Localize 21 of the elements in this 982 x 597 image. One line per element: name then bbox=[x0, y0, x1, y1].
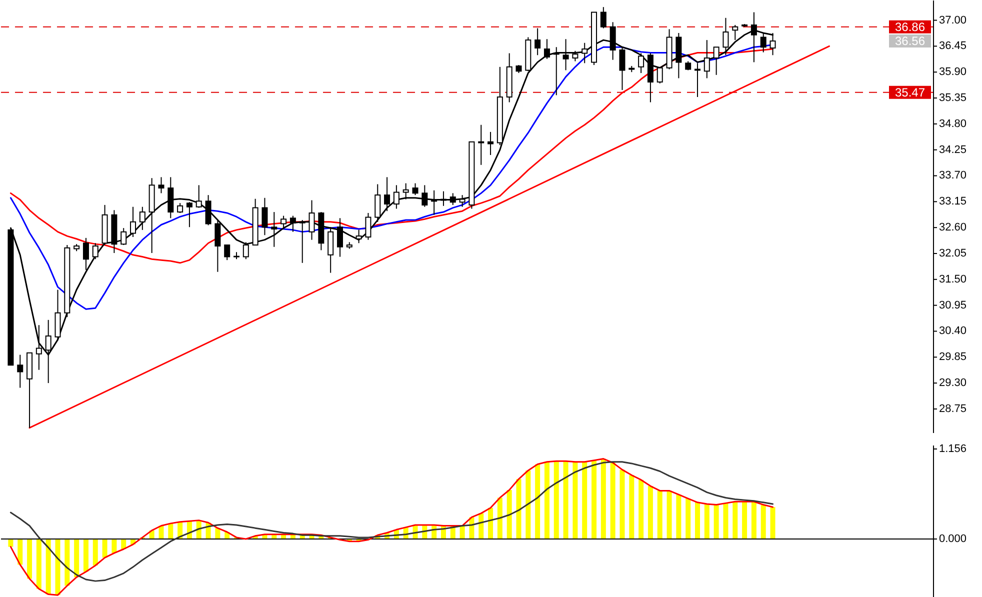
y-tick-label: 35.35 bbox=[939, 92, 967, 104]
y-tick-label: 34.80 bbox=[939, 118, 967, 130]
y-tick-label: 33.15 bbox=[939, 196, 967, 208]
y-tick-label: 37.00 bbox=[939, 14, 967, 26]
y-tick-label: 28.75 bbox=[939, 402, 967, 415]
ref-line-label: 36.86 bbox=[894, 20, 926, 34]
y-tick-label: 29.85 bbox=[939, 351, 967, 364]
ref-line-label: 36.56 bbox=[894, 34, 926, 48]
y-tick-label: 33.70 bbox=[939, 170, 967, 182]
y-tick-label: 0.000 bbox=[939, 533, 967, 546]
y-tick-label: 35.90 bbox=[939, 66, 967, 78]
y-tick-label: 32.05 bbox=[939, 247, 967, 260]
y-tick-label: 30.40 bbox=[939, 325, 967, 338]
y-tick-label: 36.45 bbox=[939, 40, 967, 52]
y-tick-label: 1.156 bbox=[939, 442, 967, 455]
y-tick-label: 34.25 bbox=[939, 144, 967, 156]
y-tick-label: 30.95 bbox=[939, 299, 967, 312]
ref-line-label: 35.47 bbox=[894, 85, 926, 100]
y-tick-label: 32.60 bbox=[939, 222, 967, 234]
y-tick-label: 29.30 bbox=[939, 377, 967, 390]
y-tick-label: 31.50 bbox=[939, 273, 967, 286]
